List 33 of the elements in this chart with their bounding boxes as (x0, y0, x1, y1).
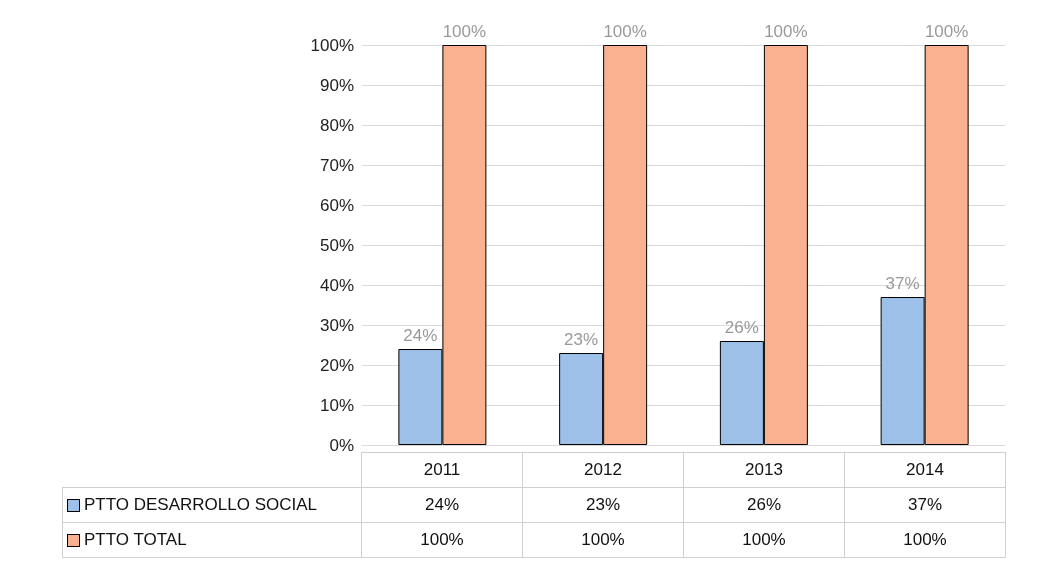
data-label: 100% (844, 522, 1006, 558)
y-tick-label: 40% (319, 275, 354, 295)
y-tick-label: 90% (319, 75, 354, 95)
data-label: 37% (844, 487, 1006, 523)
y-tick-label: 100% (310, 35, 354, 55)
y-tick-label: 20% (319, 355, 354, 375)
text: 37% (885, 274, 920, 293)
data-label: 100% (522, 522, 684, 558)
x-tick-label: 2013 (683, 452, 845, 488)
y-tick-label: 30% (319, 315, 354, 335)
x-tick-label: 2011 (361, 452, 523, 488)
y-tick-label: 60% (319, 195, 354, 215)
y-tick-label: 50% (319, 235, 354, 255)
legend-label: PTTO TOTAL (62, 522, 362, 558)
y-tick-label: 0% (329, 435, 354, 455)
text: 24% (403, 326, 438, 345)
data-label: 100% (361, 522, 523, 558)
legend-label: PTTO DESARROLLO SOCIAL (62, 487, 362, 523)
text: 23% (564, 330, 599, 349)
text: 26% (724, 318, 759, 337)
text: 100% (924, 22, 969, 41)
data-label: 24% (361, 487, 523, 523)
x-tick-label: 2012 (522, 452, 684, 488)
data-label: 26% (683, 487, 845, 523)
text: 100% (442, 22, 487, 41)
data-label: 100% (683, 522, 845, 558)
data-label: 23% (522, 487, 684, 523)
text: 100% (764, 22, 808, 41)
y-tick-label: 80% (319, 115, 354, 135)
y-tick-label: 10% (319, 395, 354, 415)
x-tick-label: 2014 (844, 452, 1006, 488)
text: 100% (603, 22, 647, 41)
y-tick-label: 70% (319, 155, 354, 175)
